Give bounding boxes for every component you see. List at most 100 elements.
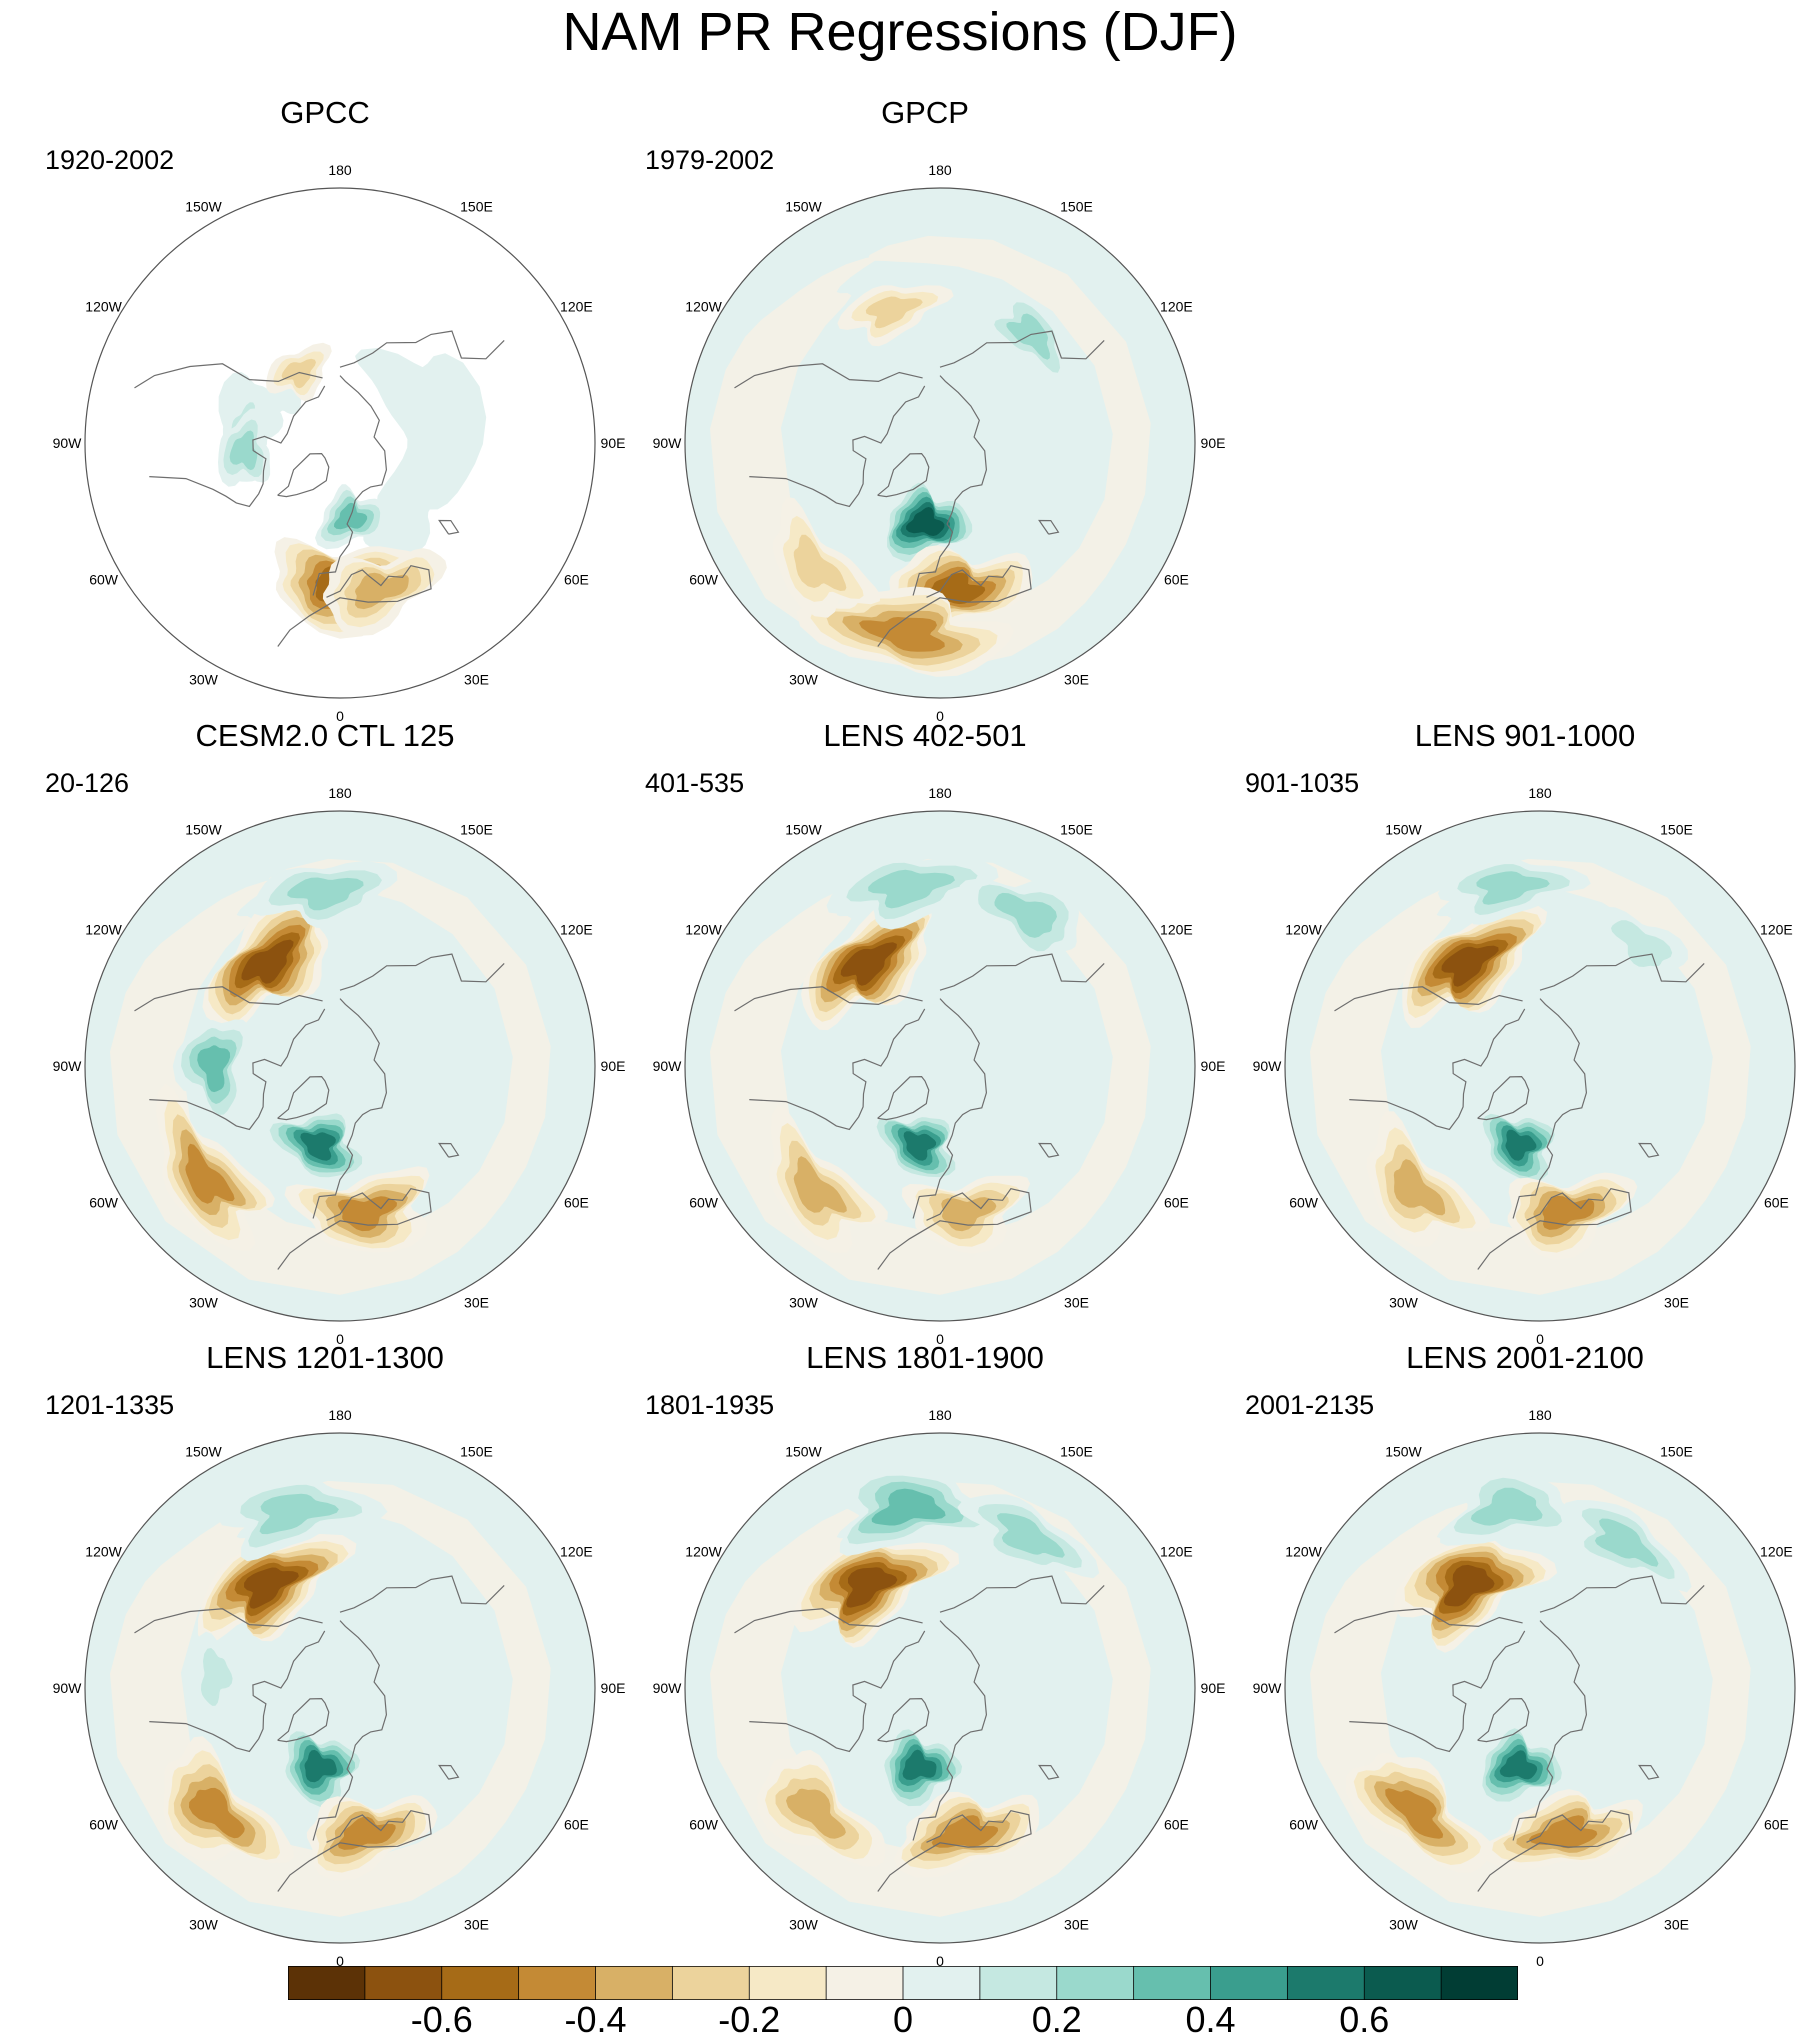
field-layer <box>710 856 1151 1295</box>
longitude-label: 180 <box>928 785 952 801</box>
longitude-label: 30E <box>464 1294 489 1310</box>
longitude-label: 90W <box>653 1058 683 1074</box>
longitude-label: 180 <box>1528 785 1552 801</box>
map-border <box>84 1432 596 1944</box>
coastline <box>277 1810 432 1892</box>
longitude-label: 150W <box>185 822 222 838</box>
panel-title: CESM2.0 CTL 125 <box>195 718 455 753</box>
coastline <box>339 330 505 368</box>
contour-atlantic-subtropics-minus-4 <box>1393 1159 1446 1216</box>
longitude-label: 90E <box>1201 1058 1226 1074</box>
coastline <box>134 363 323 389</box>
colorbar-swatch <box>671 1966 751 2000</box>
longitude-label: 60W <box>689 1817 719 1833</box>
contour-east-pacific-plus-3 <box>994 892 1057 938</box>
contour-pacific-plus-arc-3 <box>287 877 364 911</box>
longitude-label: 120E <box>1760 922 1793 938</box>
coastline <box>149 385 326 508</box>
contour-pacific-plus-arc-3 <box>259 1493 339 1535</box>
contour-east-asia-plus-2 <box>1611 920 1673 967</box>
coastline <box>438 519 460 535</box>
longitude-label: 90W <box>53 1680 83 1696</box>
longitude-label: 120E <box>1160 299 1193 315</box>
longitude-label: 150W <box>185 199 222 215</box>
colorbar-swatch <box>979 1966 1058 2000</box>
contour-north-atlantic-plus-6 <box>304 1749 337 1783</box>
map-border <box>1284 810 1796 1322</box>
colorbar-swatch <box>441 1966 520 2000</box>
colorbar-swatch <box>825 1966 904 2000</box>
contour-atlantic-subtropics-minus-5 <box>185 1143 235 1204</box>
coastline <box>134 986 323 1012</box>
coastline <box>1038 519 1060 535</box>
coastline <box>438 1142 460 1158</box>
field-layer <box>710 235 1151 677</box>
longitude-label: 150W <box>785 822 822 838</box>
contour-atlantic-subtropics-minus-4 <box>793 1156 847 1213</box>
longitude-label: 90E <box>601 1680 626 1696</box>
map-panel-lens901: LENS 901-1000180150E120E90E60E30E030W60W… <box>1245 718 1800 1347</box>
map-panel-lens2001: LENS 2001-2100180150E120E90E60E30E030W60… <box>1245 1340 1800 1969</box>
colorbar-tick-label: 0.2 <box>1031 1999 1082 2040</box>
longitude-label: 150W <box>785 199 822 215</box>
coastline <box>1038 1142 1060 1158</box>
coastline <box>1512 998 1588 1219</box>
coastline <box>749 1630 926 1753</box>
colorbar-swatch <box>902 1966 981 2000</box>
longitude-label: 0 <box>336 708 344 724</box>
longitude-label: 30W <box>789 1916 819 1932</box>
longitude-label: 120W <box>685 299 722 315</box>
coastline <box>877 565 1032 647</box>
contour-pacific-plus-arc-3 <box>1470 1487 1543 1526</box>
longitude-label: 90E <box>1201 1680 1226 1696</box>
contour-north-pacific-minus-7 <box>846 1567 898 1608</box>
coastline <box>734 363 923 389</box>
panel-title: LENS 402-501 <box>823 718 1027 753</box>
coastline <box>1334 986 1523 1012</box>
contour-north-pacific-minus-7 <box>244 1567 299 1609</box>
coastline <box>1349 1008 1526 1131</box>
coastline <box>912 998 988 1219</box>
contour-east-pacific-plus-3 <box>996 1513 1065 1558</box>
coastline <box>1539 953 1705 991</box>
longitude-label: 150E <box>1660 1444 1693 1460</box>
coastline <box>312 375 388 596</box>
coastline <box>1349 1630 1526 1753</box>
contour-east-asia-plus-3 <box>1594 1518 1659 1567</box>
longitude-label: 30E <box>464 1916 489 1932</box>
longitude-label: 60W <box>89 572 119 588</box>
coastline <box>1334 1608 1523 1634</box>
longitude-label: 180 <box>328 785 352 801</box>
panel-period: 1920-2002 <box>45 145 175 175</box>
coastline <box>877 452 930 498</box>
longitude-label: 90W <box>653 435 683 451</box>
contour-mediterranean-minus-5 <box>337 1816 396 1850</box>
longitude-label: 60W <box>689 1195 719 1211</box>
panel-period: 1801-1935 <box>645 1390 775 1420</box>
map-panel-cesm2: CESM2.0 CTL 125 180 150E 120E 90E 60E 30E 0 30W 6… <box>45 718 625 1347</box>
longitude-label: 150E <box>1060 1444 1093 1460</box>
contour-west-africa-minus-5 <box>858 617 945 652</box>
contour-north-atlantic-plus-6 <box>1499 1750 1538 1780</box>
longitude-label: 60E <box>564 572 589 588</box>
contour-mediterranean-minus-5 <box>1528 1815 1598 1849</box>
longitude-label: 150W <box>185 1444 222 1460</box>
colorbar <box>288 1966 1518 2000</box>
longitude-label: 120E <box>560 922 593 938</box>
panel-title: GPCP <box>881 95 969 130</box>
map-border <box>1284 1432 1796 1944</box>
colorbar-swatch <box>1133 1966 1212 2000</box>
longitude-label: 30E <box>1064 1294 1089 1310</box>
longitude-label: 60W <box>89 1195 119 1211</box>
longitude-label: 150W <box>1385 822 1422 838</box>
longitude-label: 90W <box>53 435 83 451</box>
colorbar-swatch <box>1440 1966 1518 2000</box>
panel-period: 401-535 <box>645 768 745 798</box>
contour-north-pacific-minus-7 <box>1443 1564 1495 1607</box>
